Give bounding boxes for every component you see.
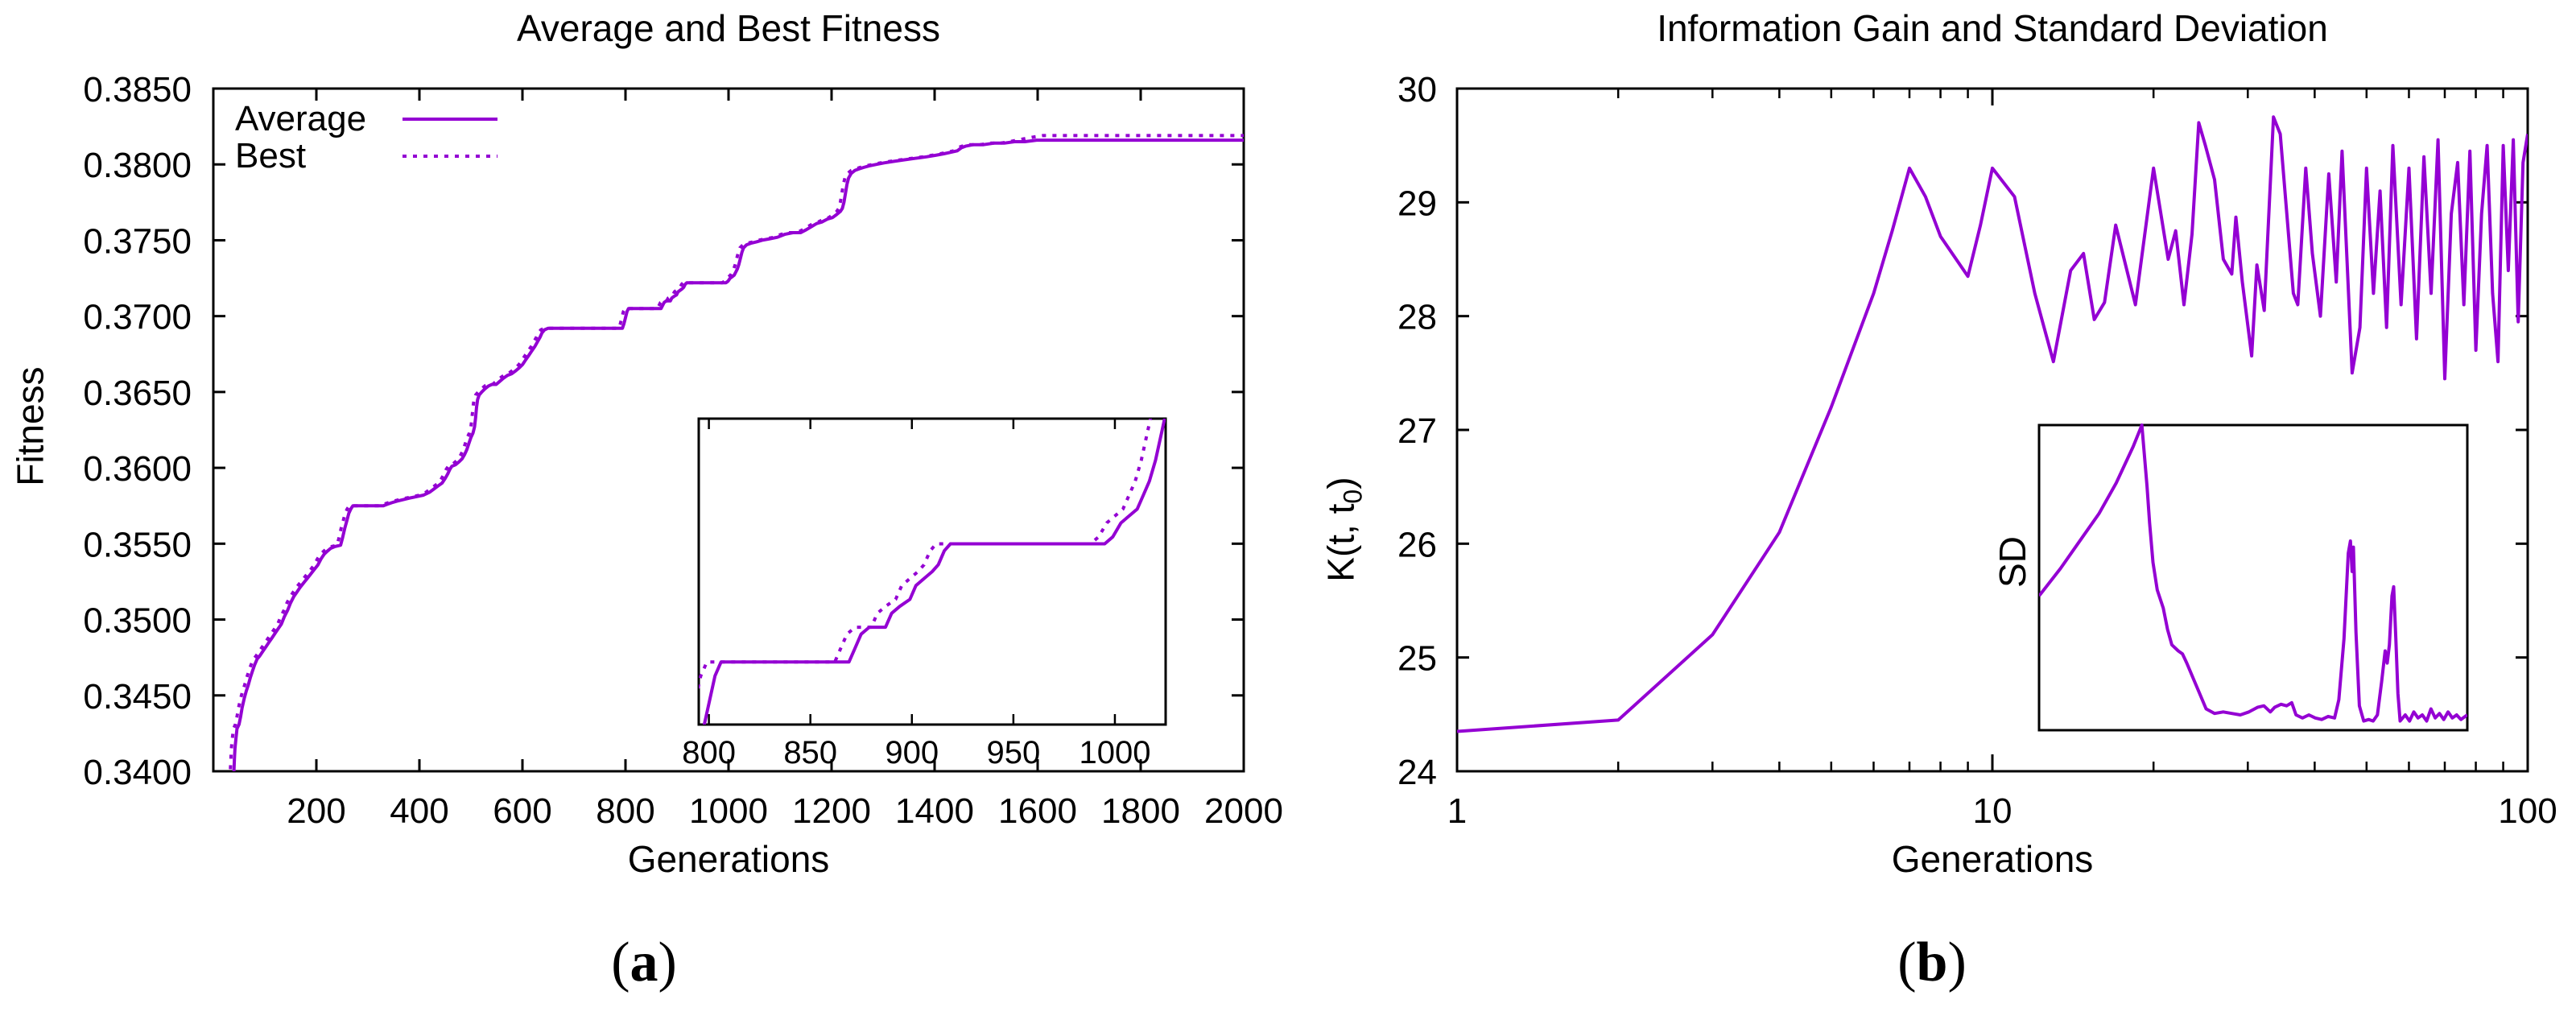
inset-x-tick-label: 850 (783, 735, 837, 770)
x-tick-label: 2000 (1204, 791, 1283, 831)
x-tick-label: 100 (2498, 791, 2557, 831)
information-gain-series-line (1457, 115, 2528, 733)
y-tick-label: 0.3700 (83, 298, 192, 337)
inset-y-axis-label-sd: SD (1992, 536, 2033, 588)
y-tick-label: 29 (1397, 184, 1437, 223)
y-tick-label: 28 (1397, 298, 1437, 337)
y-tick-label: 0.3550 (83, 525, 192, 564)
inset-x-tick-label: 1000 (1079, 735, 1150, 770)
y-tick-label: 0.3800 (83, 146, 192, 185)
y-tick-label: 27 (1397, 411, 1437, 451)
inset-x-tick-label: 900 (885, 735, 939, 770)
marker-b-open: ( (1897, 931, 1917, 993)
y-tick-label: 24 (1397, 753, 1437, 792)
y-tick-label: 0.3500 (83, 601, 192, 641)
inset-border (2037, 423, 2469, 732)
legend-label-average: Average (235, 99, 367, 138)
y-axis-label-k: K(t, t0) (1319, 425, 1367, 634)
x-axis-label-generations-b: Generations (1891, 838, 2094, 880)
x-tick-label: 10 (1973, 791, 2013, 831)
x-tick-label: 1200 (792, 791, 871, 831)
x-tick-label: 200 (287, 791, 345, 831)
y-tick-label: 0.3600 (83, 449, 192, 489)
x-tick-label: 1600 (998, 791, 1077, 831)
panel-marker-a: (a) (0, 929, 1288, 997)
average-series-line (232, 138, 1244, 771)
y-tick-label: 25 (1397, 639, 1437, 679)
x-tick-label: 600 (493, 791, 551, 831)
inset-x-tick-label: 800 (682, 735, 736, 770)
marker-a-open: ( (611, 931, 630, 993)
k-label-subscript: 0 (1338, 489, 1368, 504)
x-tick-label: 1 (1447, 791, 1467, 831)
fitness-chart-canvas: 200 400 600 800 1000 1200 1400 1600 1800 2000 0.34… (83, 70, 1283, 831)
inset-x-tick-label: 950 (986, 735, 1040, 770)
x-tick-label: 1800 (1101, 791, 1180, 831)
x-axis-label-generations-a: Generations (627, 838, 830, 880)
best-series-line (229, 134, 1244, 771)
chart-title-information-gain: Information Gain and Standard Deviation (1657, 7, 2328, 49)
y-tick-label: 0.3750 (83, 221, 192, 261)
x-tick-label: 400 (390, 791, 448, 831)
k-label-main: K(t, t (1319, 503, 1362, 582)
plot-border (1455, 87, 2529, 773)
y-tick-label: 0.3650 (83, 374, 192, 413)
x-tick-label: 1400 (895, 791, 974, 831)
k-label-close: ) (1319, 477, 1362, 489)
information-gain-chart-canvas: 1 10 100 24 25 26 27 28 29 30 (1397, 70, 2557, 831)
panel-b: 1 10 100 24 25 26 27 28 29 30 Information Gain an… (1288, 0, 2576, 1016)
sd-series-line (2039, 423, 2467, 723)
legend-label-best: Best (235, 136, 307, 176)
y-tick-label: 0.3400 (83, 753, 192, 792)
marker-a-letter: a (630, 931, 658, 993)
plot-border (212, 87, 1245, 773)
y-tick-label: 30 (1397, 70, 1437, 109)
x-tick-label: 1000 (689, 791, 768, 831)
marker-b-close: ) (1947, 931, 1967, 993)
y-tick-label: 0.3450 (83, 677, 192, 717)
panel-a: 200 400 600 800 1000 1200 1400 1600 1800 2000 0.34… (0, 7, 1288, 997)
y-tick-label: 0.3850 (83, 70, 192, 109)
panel-marker-b: (b) (1288, 929, 2576, 997)
y-axis-label-fitness: Fitness (9, 366, 52, 486)
y-tick-label: 26 (1397, 525, 1437, 564)
chart-title-fitness: Average and Best Fitness (517, 7, 940, 49)
marker-a-close: ) (658, 931, 677, 993)
marker-b-letter: b (1916, 931, 1948, 993)
x-tick-label: 800 (596, 791, 654, 831)
inset-border (697, 417, 1167, 726)
